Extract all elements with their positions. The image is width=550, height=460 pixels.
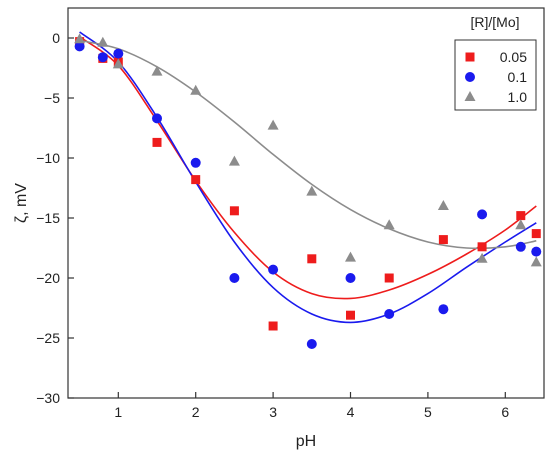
data-point-triangle [228,155,240,166]
legend-marker-circle [465,72,475,82]
x-tick-label: 5 [424,404,432,420]
data-point-square [191,175,201,185]
data-point-triangle [151,65,163,76]
legend-title: [R]/[Mo] [470,14,519,30]
legend-marker-triangle [464,91,476,101]
data-point-square [477,242,487,252]
data-point-circle [152,113,163,124]
y-tick-label: −30 [36,390,60,406]
data-point-square [152,137,162,147]
data-point-circle [531,246,542,257]
data-point-circle [74,41,85,52]
data-point-square [346,310,356,320]
data-point-triangle [515,219,527,230]
x-axis: 1 2 3 4 5 6 [114,392,509,420]
data-point-circle [477,209,488,220]
data-point-triangle [74,33,86,44]
x-tick-label: 2 [192,404,200,420]
data-point-triangle [383,219,395,230]
y-tick-label: 0 [52,30,60,46]
data-point-triangle [345,251,357,262]
x-tick-label: 6 [501,404,509,420]
data-point-square [516,211,526,221]
x-axis-title: pH [296,433,316,450]
data-point-triangle [437,200,449,210]
x-tick-label: 1 [114,404,122,420]
y-tick-label: −25 [36,330,60,346]
data-point-triangle [530,256,542,267]
legend-label: 0.05 [500,49,527,65]
y-tick-label: −20 [36,270,60,286]
data-point-triangle [190,84,202,95]
data-point-circle [229,273,240,283]
y-axis-title: ζ, mV [13,183,30,223]
legend: [R]/[Mo] 0.05 0.1 1.0 [454,14,537,111]
legend-label: 0.1 [508,69,528,85]
data-point-circle [345,273,356,283]
data-point-triangle [267,119,279,130]
data-point-circle [438,304,449,315]
data-point-circle [515,241,526,252]
data-point-circle [113,48,124,59]
plot-frame [67,7,545,399]
data-point-square [384,273,394,283]
y-axis: 0 −5 −10 −15 −20 −25 −30 [36,30,74,406]
data-point-circle [306,339,317,349]
data-point-triangle [476,252,488,263]
data-point-square [268,321,278,331]
legend-marker-square [465,52,475,62]
y-tick-label: −15 [36,210,60,226]
data-point-triangle [306,185,318,196]
data-point-square [438,235,448,245]
y-tick-label: −10 [36,150,60,166]
data-point-circle [268,264,279,275]
data-point-square [307,254,317,264]
data-point-circle [190,157,201,168]
data-point-circle [97,52,108,63]
data-point-circle [384,309,395,319]
data-point-triangle [97,36,109,47]
y-tick-label: −5 [44,90,60,106]
x-tick-label: 4 [347,404,355,420]
x-tick-label: 3 [269,404,277,420]
data-point-triangle [112,58,124,69]
data-point-square [531,229,541,239]
data-markers [74,33,542,349]
data-point-square [229,206,239,216]
legend-label: 1.0 [508,89,528,105]
